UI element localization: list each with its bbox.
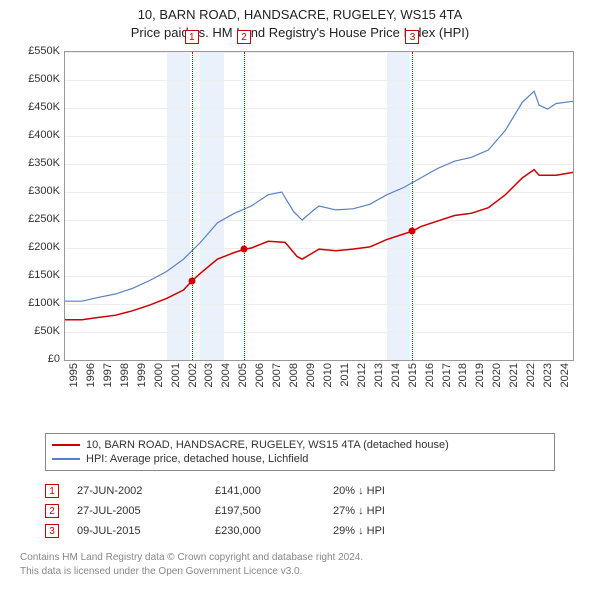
transaction-pct: 29% ↓ HPI	[333, 525, 453, 537]
transaction-row: 1 27-JUN-2002 £141,000 20% ↓ HPI	[45, 481, 555, 501]
y-axis-label: £150K	[20, 269, 60, 281]
y-axis-label: £400K	[20, 129, 60, 141]
y-axis-label: £50K	[20, 325, 60, 337]
transaction-marker-top: 3	[405, 30, 419, 44]
transaction-price: £141,000	[215, 485, 315, 497]
transaction-marker: 1	[45, 484, 59, 498]
legend-item-property: 10, BARN ROAD, HANDSACRE, RUGELEY, WS15 …	[52, 438, 548, 452]
legend-item-hpi: HPI: Average price, detached house, Lich…	[52, 452, 548, 466]
transaction-marker: 2	[45, 504, 59, 518]
y-axis-label: £450K	[20, 101, 60, 113]
series-marker	[188, 278, 195, 285]
line-layer	[65, 52, 573, 360]
x-axis-label: 2024	[559, 363, 597, 387]
footnote-line: This data is licensed under the Open Gov…	[20, 565, 580, 579]
y-axis-label: £300K	[20, 185, 60, 197]
series-marker	[240, 246, 247, 253]
transaction-price: £197,500	[215, 505, 315, 517]
series-line-property	[65, 170, 573, 320]
transaction-row: 2 27-JUL-2005 £197,500 27% ↓ HPI	[45, 501, 555, 521]
y-axis-label: £0	[20, 353, 60, 365]
transaction-marker-top: 2	[237, 30, 251, 44]
y-axis-label: £500K	[20, 73, 60, 85]
y-axis-label: £250K	[20, 213, 60, 225]
transaction-date: 27-JUN-2002	[77, 485, 197, 497]
transaction-price: £230,000	[215, 525, 315, 537]
transaction-pct: 27% ↓ HPI	[333, 505, 453, 517]
transaction-vline	[244, 52, 245, 360]
transaction-vline	[412, 52, 413, 360]
y-axis-label: £100K	[20, 297, 60, 309]
y-axis-label: £350K	[20, 157, 60, 169]
transaction-row: 3 09-JUL-2015 £230,000 29% ↓ HPI	[45, 521, 555, 541]
legend-swatch	[52, 444, 80, 446]
transaction-table: 1 27-JUN-2002 £141,000 20% ↓ HPI 2 27-JU…	[45, 481, 555, 541]
transaction-vline	[192, 52, 193, 360]
footnote: Contains HM Land Registry data © Crown c…	[20, 551, 580, 578]
transaction-pct: 20% ↓ HPI	[333, 485, 453, 497]
transaction-marker-top: 1	[185, 30, 199, 44]
footnote-line: Contains HM Land Registry data © Crown c…	[20, 551, 580, 565]
chart-container: 10, BARN ROAD, HANDSACRE, RUGELEY, WS15 …	[0, 0, 600, 590]
title-line-1: 10, BARN ROAD, HANDSACRE, RUGELEY, WS15 …	[10, 6, 590, 24]
legend-label: HPI: Average price, detached house, Lich…	[86, 453, 308, 465]
series-line-hpi	[65, 91, 573, 301]
y-axis-label: £200K	[20, 241, 60, 253]
legend: 10, BARN ROAD, HANDSACRE, RUGELEY, WS15 …	[45, 433, 555, 471]
transaction-date: 27-JUL-2005	[77, 505, 197, 517]
chart-area: 123 £0 £50K £100K £150K £200K £250K £300K £350K…	[20, 47, 580, 397]
legend-label: 10, BARN ROAD, HANDSACRE, RUGELEY, WS15 …	[86, 439, 449, 451]
transaction-date: 09-JUL-2015	[77, 525, 197, 537]
title-line-2: Price paid vs. HM Land Registry's House …	[10, 24, 590, 42]
series-marker	[409, 228, 416, 235]
y-axis-label: £550K	[20, 45, 60, 57]
plot-region: 123	[64, 51, 574, 361]
transaction-marker: 3	[45, 524, 59, 538]
legend-swatch	[52, 458, 80, 460]
